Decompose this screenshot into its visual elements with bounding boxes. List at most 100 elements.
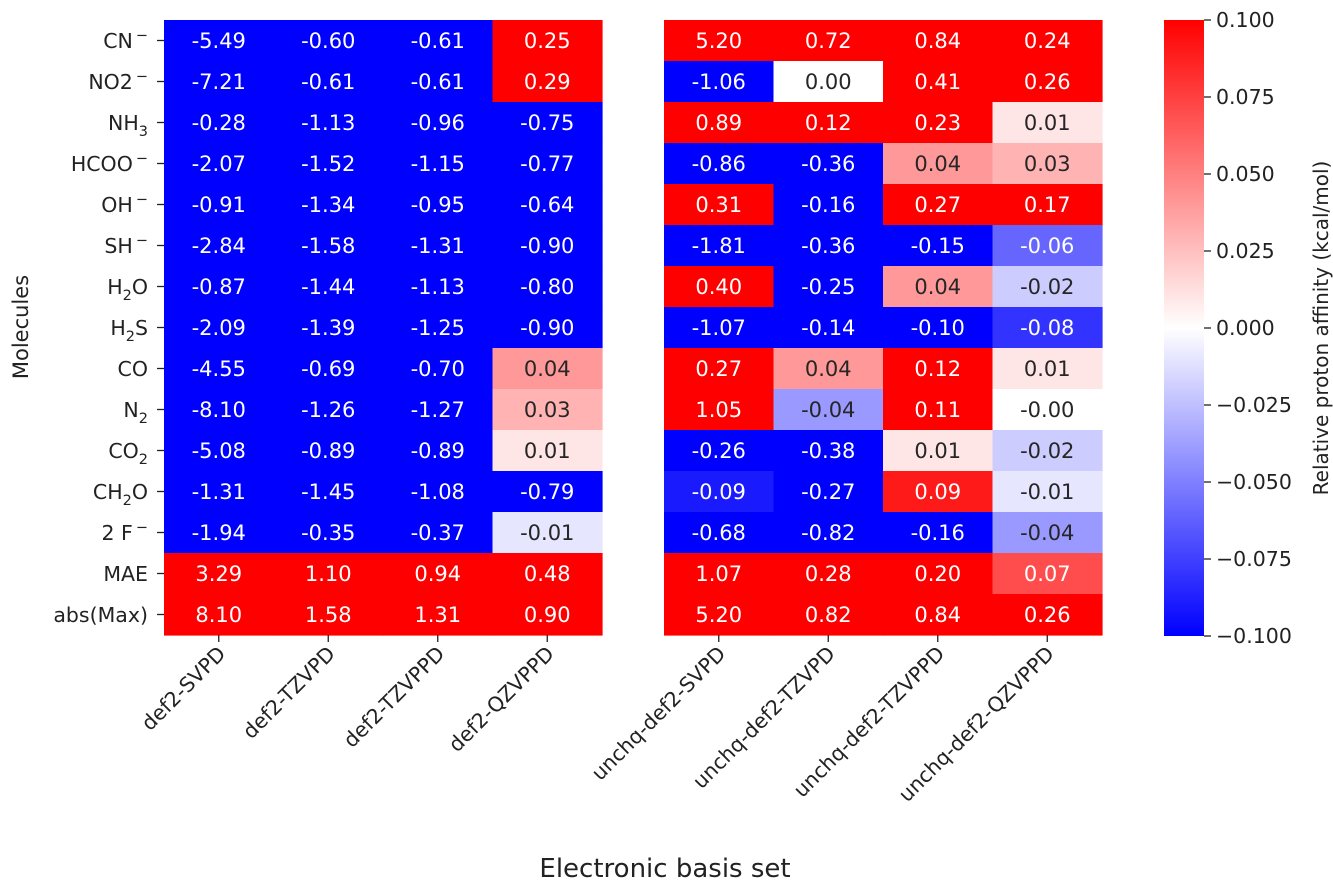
cell-value-label: -1.07 <box>692 316 746 340</box>
heatmap-cell-p1-r13-c3 <box>383 512 494 554</box>
heatmap-cell-p2-r15-c4 <box>992 594 1103 636</box>
heatmap-cell-p2-r9-c4 <box>992 348 1103 390</box>
cell-value-label: -0.75 <box>520 111 574 135</box>
heatmap-cell-p2-r13-c2 <box>773 512 884 554</box>
cell-value-label: 0.25 <box>524 29 571 53</box>
heatmap-cell-p1-r5-c3 <box>383 184 494 226</box>
heatmap-cell-p1-r7-c4 <box>492 266 603 308</box>
row-label-ch2o: CH2O <box>93 480 148 509</box>
heatmap-cell-p1-r8-c1 <box>164 307 275 349</box>
cell-value-label: -1.44 <box>301 275 355 299</box>
cell-value-label: -0.91 <box>192 193 246 217</box>
cell-value-label: 8.10 <box>195 603 242 627</box>
heatmap-cells: -5.49 -0.60 -0.61 0.25 -7.21 -0.61 -0.61 0.29 -0… <box>164 20 1103 636</box>
cell-value-label: -1.13 <box>301 111 355 135</box>
cell-value-label: -0.06 <box>1020 234 1074 258</box>
heatmap-cell-p2-r6-c3 <box>883 225 994 267</box>
cell-value-label: -0.26 <box>692 439 746 463</box>
cell-value-label: 1.58 <box>305 603 352 627</box>
cell-value-label: -1.25 <box>411 316 465 340</box>
heatmap-cell-p1-r2-c1 <box>164 61 275 103</box>
heatmap-cell-p1-r11-c4 <box>492 430 603 472</box>
cell-value-label: 5.20 <box>695 29 742 53</box>
cell-value-label: 0.03 <box>1024 152 1071 176</box>
heatmap-cell-p2-r11-c2 <box>773 430 884 472</box>
cell-value-label: -0.28 <box>192 111 246 135</box>
cell-value-label: -0.68 <box>692 521 746 545</box>
heatmap-cell-p2-r3-c4 <box>992 102 1103 144</box>
heatmap-cell-p1-r13-c2 <box>273 512 384 554</box>
cell-value-label: 3.29 <box>195 562 242 586</box>
cell-value-label: -0.02 <box>1020 275 1074 299</box>
heatmap-cell-p1-r9-c3 <box>383 348 494 390</box>
cell-value-label: 0.17 <box>1024 193 1071 217</box>
cell-value-label: 0.29 <box>524 70 571 94</box>
cell-value-label: -1.52 <box>301 152 355 176</box>
cell-value-label: 0.04 <box>524 357 571 381</box>
cell-value-label: 0.12 <box>805 111 852 135</box>
cell-value-label: -0.01 <box>520 521 574 545</box>
cell-value-label: -0.27 <box>801 480 855 504</box>
heatmap-cell-p2-r9-c2 <box>773 348 884 390</box>
heatmap-cell-p1-r14-c1 <box>164 553 275 595</box>
cell-value-label: 0.26 <box>1024 70 1071 94</box>
cell-value-label: 0.27 <box>695 357 742 381</box>
heatmap-cell-p1-r11-c3 <box>383 430 494 472</box>
row-labels: CN − NO2 − NH3 HCOO − OH − SH − H2O H2S CO N2 CO2 CH2O 2 … <box>53 28 164 627</box>
column-label-def2-qzvppd: def2-QZVPPD <box>444 642 559 757</box>
heatmap-cell-p2-r1-c3 <box>883 20 994 62</box>
heatmap-cell-p1-r4-c3 <box>383 143 494 185</box>
heatmap-cell-p1-r14-c4 <box>492 553 603 595</box>
heatmap-cell-p1-r9-c1 <box>164 348 275 390</box>
heatmap-cell-p1-r3-c4 <box>492 102 603 144</box>
cell-value-label: 0.84 <box>914 603 961 627</box>
heatmap-cell-p2-r15-c2 <box>773 594 884 636</box>
heatmap-cell-p2-r15-c3 <box>883 594 994 636</box>
heatmap-cell-p1-r1-c2 <box>273 20 384 62</box>
cell-value-label: -0.86 <box>692 152 746 176</box>
cell-value-label: -1.31 <box>192 480 246 504</box>
heatmap-cell-p2-r14-c3 <box>883 553 994 595</box>
heatmap-cell-p1-r10-c2 <box>273 389 384 431</box>
heatmap-cell-p1-r5-c2 <box>273 184 384 226</box>
cell-value-label: 0.41 <box>914 70 961 94</box>
cell-value-label: -0.80 <box>520 275 574 299</box>
heatmap-cell-p1-r1-c1 <box>164 20 275 62</box>
row-label-hcoo: HCOO − <box>71 151 148 176</box>
cell-value-label: -0.60 <box>301 29 355 53</box>
heatmap-cell-p1-r1-c3 <box>383 20 494 62</box>
cell-value-label: -0.61 <box>301 70 355 94</box>
cell-value-label: -1.58 <box>301 234 355 258</box>
heatmap-cell-p1-r12-c4 <box>492 471 603 513</box>
heatmap-cell-p2-r1-c1 <box>664 20 775 62</box>
cell-value-label: -0.69 <box>301 357 355 381</box>
heatmap-cell-p1-r3-c3 <box>383 102 494 144</box>
x-axis-label: Electronic basis set <box>539 854 790 880</box>
colorbar-tick-label: −0.050 <box>1216 470 1292 494</box>
heatmap-cell-p1-r11-c2 <box>273 430 384 472</box>
cell-value-label: 0.20 <box>914 562 961 586</box>
cell-value-label: -8.10 <box>192 398 246 422</box>
heatmap-cell-p2-r10-c2 <box>773 389 884 431</box>
cell-value-label: -0.61 <box>411 70 465 94</box>
cell-value-label: 1.10 <box>305 562 352 586</box>
heatmap-cell-p2-r5-c3 <box>883 184 994 226</box>
cell-value-label: 0.12 <box>914 357 961 381</box>
column-label-def2-svpd: def2-SVPD <box>137 642 231 736</box>
heatmap-cell-p2-r12-c1 <box>664 471 775 513</box>
heatmap-cell-p2-r11-c3 <box>883 430 994 472</box>
heatmap-cell-p2-r2-c1 <box>664 61 775 103</box>
cell-value-label: 0.84 <box>914 29 961 53</box>
heatmap-cell-p2-r2-c4 <box>992 61 1103 103</box>
cell-value-label: 0.03 <box>524 398 571 422</box>
cell-value-label: 0.01 <box>1024 357 1071 381</box>
cell-value-label: 0.40 <box>695 275 742 299</box>
cell-value-label: -0.79 <box>520 480 574 504</box>
cell-value-label: -0.38 <box>801 439 855 463</box>
row-label-oh: OH − <box>101 192 148 217</box>
heatmap-cell-p1-r10-c3 <box>383 389 494 431</box>
cell-value-label: 0.07 <box>1024 562 1071 586</box>
heatmap-cell-p1-r10-c4 <box>492 389 603 431</box>
heatmap-cell-p1-r8-c2 <box>273 307 384 349</box>
